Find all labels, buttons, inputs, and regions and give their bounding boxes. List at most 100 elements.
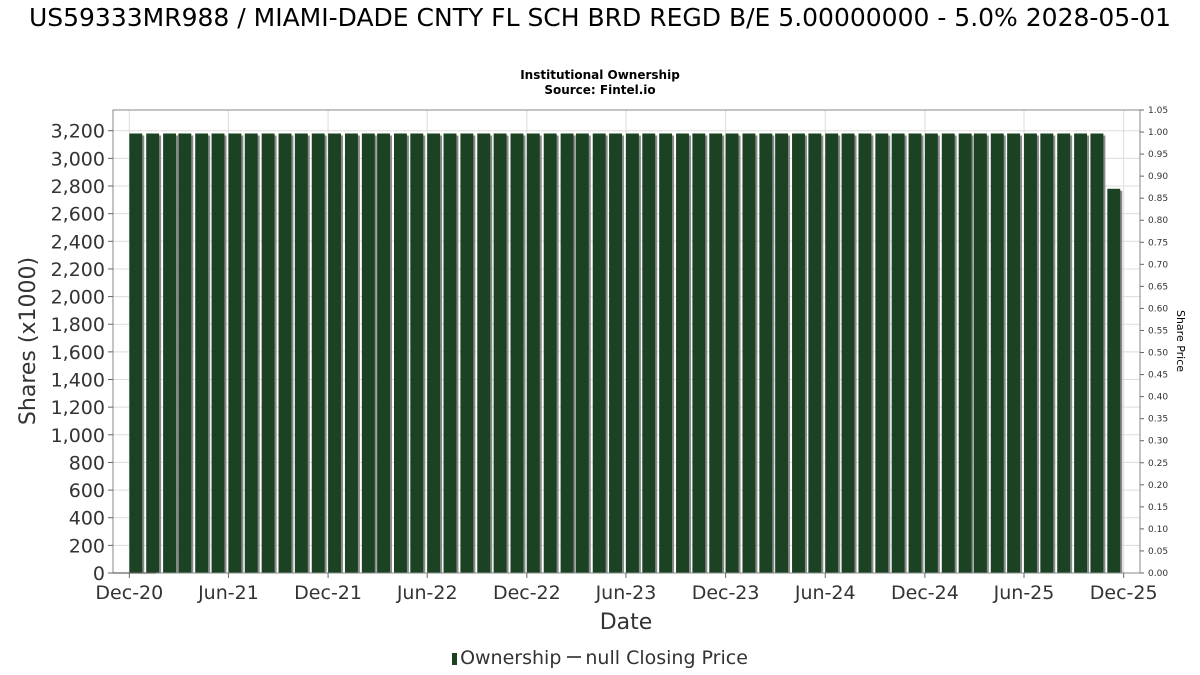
right-tick-label: 0.40 — [1148, 393, 1168, 403]
bar-series-ownership — [129, 133, 1123, 573]
left-tick-label: 1,000 — [51, 425, 105, 447]
bar — [1107, 188, 1121, 573]
bar — [625, 133, 639, 573]
bar — [146, 133, 160, 573]
right-tick-label: 1.00 — [1148, 128, 1168, 138]
right-axis-ticks: 0.00 0.05 0.10 0.15 0.20 0.25 0.30 0.35 0.40 0.45… — [1140, 106, 1168, 579]
legend: Ownership null Closing Price — [0, 647, 1200, 669]
right-tick-label: 0.50 — [1148, 349, 1168, 359]
right-tick-label: 0.25 — [1148, 459, 1168, 469]
left-tick-label: 400 — [69, 508, 105, 530]
bar — [377, 133, 391, 573]
bar — [725, 133, 739, 573]
left-tick-label: 200 — [69, 535, 105, 557]
plot-frame — [112, 109, 1141, 574]
bar — [493, 133, 507, 573]
bar — [278, 133, 292, 573]
bar — [311, 133, 325, 573]
right-tick-label: 0.15 — [1148, 503, 1168, 513]
right-tick-label: 0.45 — [1148, 371, 1168, 381]
right-tick-label: 0.10 — [1148, 525, 1168, 535]
bar — [891, 133, 905, 573]
chart-title: US59333MR988 / MIAMI-DADE CNTY FL SCH BR… — [28, 3, 1172, 32]
legend-swatch-ownership — [452, 653, 458, 665]
bar — [1007, 133, 1021, 573]
x-tick-label: Dec-25 — [1090, 582, 1158, 604]
bar — [908, 133, 922, 573]
legend-label-ownership: Ownership — [460, 647, 562, 669]
bar — [742, 133, 756, 573]
x-tick-label: Jun-22 — [396, 582, 458, 604]
left-tick-label: 3,000 — [51, 148, 105, 170]
bar — [477, 133, 491, 573]
left-tick-label: 800 — [69, 452, 105, 474]
right-tick-label: 1.05 — [1148, 106, 1168, 116]
right-tick-label: 0.55 — [1148, 326, 1168, 336]
right-tick-label: 0.05 — [1148, 547, 1168, 557]
left-tick-label: 1,200 — [51, 397, 105, 419]
x-axis-label: Date — [600, 610, 653, 635]
left-tick-label: 0 — [93, 563, 105, 585]
bar — [792, 133, 805, 573]
right-tick-label: 0.35 — [1148, 415, 1168, 425]
right-tick-label: 0.95 — [1148, 150, 1168, 160]
right-tick-label: 0.30 — [1148, 437, 1168, 447]
left-tick-label: 3,200 — [51, 121, 105, 143]
bar — [924, 133, 938, 573]
bar — [261, 133, 275, 573]
right-tick-label: 0.00 — [1148, 569, 1168, 579]
legend-label-price: null Closing Price — [585, 647, 748, 669]
bar — [129, 133, 143, 573]
left-tick-label: 2,800 — [51, 176, 105, 198]
x-tick-label: Jun-21 — [197, 582, 259, 604]
bar — [775, 133, 789, 573]
right-tick-label: 0.65 — [1148, 282, 1168, 292]
bar — [361, 133, 375, 573]
left-tick-label: 2,400 — [51, 231, 105, 253]
left-tick-label: 600 — [69, 480, 105, 502]
bar — [244, 133, 258, 573]
bar — [609, 133, 622, 573]
bar — [875, 133, 889, 573]
bar — [393, 133, 407, 573]
bar — [328, 133, 342, 573]
bar — [808, 133, 822, 573]
left-tick-label: 1,400 — [51, 370, 105, 392]
bar — [676, 133, 689, 573]
x-tick-label: Dec-24 — [891, 582, 959, 604]
bar — [973, 133, 987, 573]
x-tick-label: Dec-22 — [493, 582, 561, 604]
bar — [195, 133, 209, 573]
left-tick-label: 2,200 — [51, 259, 105, 281]
x-tick-label: Jun-25 — [993, 582, 1055, 604]
bar — [344, 133, 358, 573]
left-tick-label: 2,600 — [51, 204, 105, 226]
bar — [178, 133, 192, 573]
bar — [575, 133, 589, 573]
bar — [941, 133, 955, 573]
bar — [709, 133, 723, 573]
x-tick-label: Jun-24 — [794, 582, 856, 604]
bar — [659, 133, 673, 573]
bar — [526, 133, 540, 573]
chart-subtitle: Institutional Ownership Source: Fintel.i… — [0, 68, 1200, 98]
right-tick-label: 0.60 — [1148, 304, 1168, 314]
bar — [294, 133, 308, 573]
x-axis-ticks: Dec-20 Jun-21 Dec-21 Jun-22 Dec-22 Jun-23 Dec-… — [95, 573, 1158, 604]
bar — [410, 133, 424, 573]
bar — [163, 133, 177, 573]
left-tick-label: 1,800 — [51, 314, 105, 336]
bar — [990, 133, 1004, 573]
bar — [592, 133, 606, 573]
x-tick-label: Dec-21 — [294, 582, 362, 604]
subtitle-source: Source: Fintel.io — [544, 83, 656, 97]
bar — [560, 133, 574, 573]
subtitle-line: Institutional Ownership — [520, 68, 680, 82]
bar — [692, 133, 706, 573]
bar — [1074, 133, 1088, 573]
bar — [825, 133, 839, 573]
left-tick-label: 1,600 — [51, 342, 105, 364]
y2-axis-label: Share Price — [1174, 310, 1187, 372]
right-tick-label: 0.85 — [1148, 194, 1168, 204]
